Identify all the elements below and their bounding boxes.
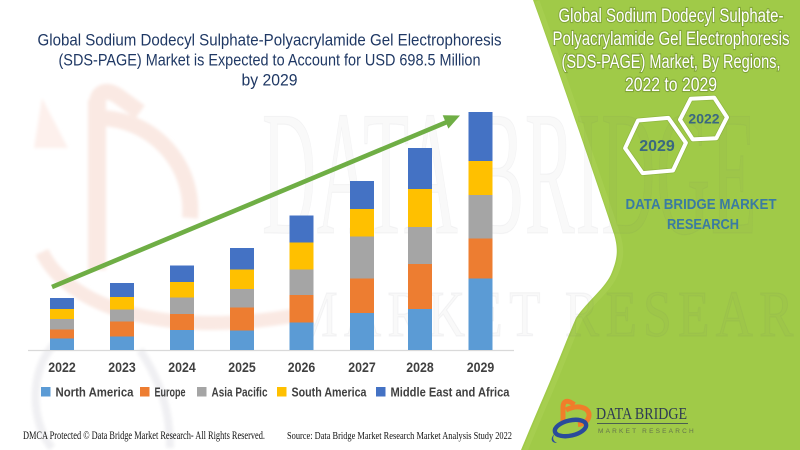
svg-text:Middle East and Africa: Middle East and Africa [391, 386, 511, 400]
svg-text:2022 to 2029: 2022 to 2029 [625, 75, 717, 96]
svg-text:DMCA Protected © Data Bridge M: DMCA Protected © Data Bridge Market Rese… [23, 430, 265, 442]
svg-text:2026: 2026 [288, 359, 316, 375]
svg-text:by 2029: by 2029 [242, 71, 298, 90]
svg-text:(SDS-PAGE) Market, By Regions,: (SDS-PAGE) Market, By Regions, [562, 52, 781, 73]
svg-text:Global Sodium Dodecyl Sulphate: Global Sodium Dodecyl Sulphate-Polyacryl… [38, 31, 502, 50]
svg-text:2029: 2029 [639, 138, 675, 155]
svg-text:RESEARCH: RESEARCH [667, 216, 739, 233]
svg-text:MARKET RESEARCH: MARKET RESEARCH [598, 428, 696, 435]
svg-text:Polyacrylamide Gel Electrophor: Polyacrylamide Gel Electrophoresis [553, 29, 790, 50]
svg-text:2025: 2025 [228, 359, 256, 375]
svg-text:(SDS-PAGE) Market is Expected: (SDS-PAGE) Market is Expected to Account… [59, 51, 481, 70]
svg-text:2028: 2028 [406, 359, 434, 375]
svg-text:DATA BRIDGE MARKET: DATA BRIDGE MARKET [626, 196, 777, 213]
svg-text:North America: North America [56, 386, 135, 400]
svg-text:Europe: Europe [155, 386, 186, 400]
svg-text:South America: South America [292, 386, 368, 400]
svg-text:Asia Pacific: Asia Pacific [212, 386, 268, 400]
svg-text:DATA BRIDGE: DATA BRIDGE [596, 404, 687, 423]
svg-text:2022: 2022 [688, 111, 719, 127]
svg-text:Global Sodium Dodecyl Sulphate: Global Sodium Dodecyl Sulphate- [559, 6, 784, 27]
svg-text:MARKET RESEARCH: MARKET RESEARCH [292, 277, 800, 351]
svg-text:Source: Data Bridge Market Res: Source: Data Bridge Market Research Mark… [287, 431, 512, 442]
svg-text:2029: 2029 [467, 359, 495, 375]
svg-text:2022: 2022 [48, 359, 76, 375]
svg-text:DATA BRIDGE: DATA BRIDGE [262, 74, 757, 272]
svg-text:2024: 2024 [168, 359, 196, 375]
svg-text:2023: 2023 [108, 359, 136, 375]
svg-text:2027: 2027 [348, 359, 376, 375]
